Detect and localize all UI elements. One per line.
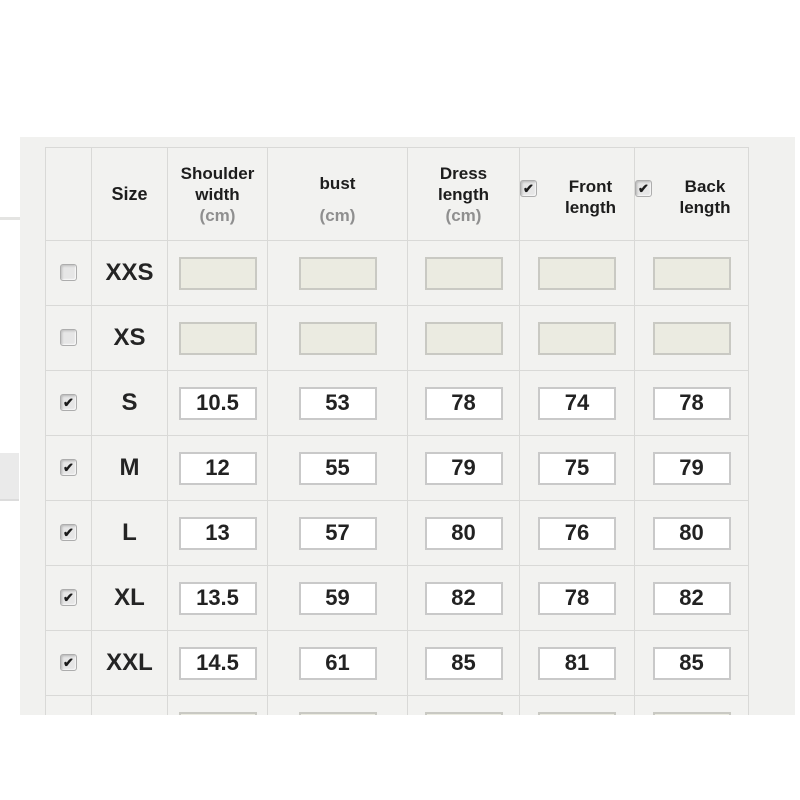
checkmark-icon: ✔ <box>63 654 74 670</box>
column-header-shoulder-width: Shoulder width (cm) <box>167 147 268 241</box>
shoulder-width-input[interactable] <box>178 581 257 615</box>
bust-input <box>298 256 377 290</box>
bust-input[interactable] <box>298 646 377 680</box>
checkmark-icon: ✔ <box>523 180 534 196</box>
shoulder-width-input <box>178 711 257 715</box>
table-row-m: ✔ M <box>45 435 749 501</box>
dress-length-input[interactable] <box>424 516 503 550</box>
back-length-input <box>652 711 731 715</box>
column-header-bust: bust (cm) <box>267 147 408 241</box>
column-header-front-length: ✔ Front length <box>519 147 635 241</box>
dress-length-input <box>424 321 503 355</box>
back-length-input <box>652 321 731 355</box>
back-length-input[interactable] <box>652 516 731 550</box>
dress-length-input <box>424 711 503 715</box>
front-length-input[interactable] <box>538 581 616 615</box>
bust-unit-label: (cm) <box>319 205 356 225</box>
header-row: Size Shoulder width (cm) bust (cm) Dress… <box>45 147 749 241</box>
size-label: L <box>122 519 137 546</box>
dress-length-input[interactable] <box>424 646 503 680</box>
table-row-cutoff <box>45 695 749 715</box>
dress-length-input[interactable] <box>424 451 503 485</box>
back-length-checkbox[interactable]: ✔ <box>635 180 652 197</box>
size-label: XS <box>113 324 146 351</box>
size-label: XL <box>114 584 145 611</box>
row-select-checkbox[interactable] <box>60 264 77 282</box>
shoulder-width-input <box>178 321 257 355</box>
table-row-xs: XS <box>45 305 749 371</box>
size-header-label: Size <box>111 183 148 204</box>
checkmark-icon: ✔ <box>63 589 74 605</box>
shoulder-width-input <box>178 256 257 290</box>
dress-length-input[interactable] <box>424 386 503 420</box>
bust-input[interactable] <box>298 386 377 420</box>
page-fragment-line <box>0 217 20 220</box>
front-length-input[interactable] <box>538 516 616 550</box>
dress-length-header-label: Dress length <box>438 163 489 204</box>
back-length-input[interactable] <box>652 581 731 615</box>
back-length-input[interactable] <box>652 386 731 420</box>
bust-header-label: bust <box>319 174 356 193</box>
row-select-checkbox[interactable]: ✔ <box>60 589 77 607</box>
checkmark-icon: ✔ <box>63 459 74 475</box>
front-length-input <box>538 256 616 290</box>
bust-input[interactable] <box>298 451 377 485</box>
row-select-checkbox[interactable] <box>60 329 77 347</box>
row-select-checkbox[interactable]: ✔ <box>60 654 77 672</box>
column-header-select <box>45 147 92 241</box>
back-length-header-label: Back length <box>679 177 731 217</box>
table-row-xxl: ✔ XXL <box>45 630 749 696</box>
bust-input <box>298 321 377 355</box>
row-select-checkbox[interactable]: ✔ <box>60 524 77 542</box>
front-length-header-label: Front length <box>565 177 616 217</box>
size-label: M <box>119 454 140 481</box>
front-length-input <box>538 711 616 715</box>
column-header-size: Size <box>91 147 168 241</box>
back-length-input[interactable] <box>652 646 731 680</box>
checkmark-icon: ✔ <box>63 394 74 410</box>
size-label: XXS <box>105 259 154 286</box>
back-length-input[interactable] <box>652 451 731 485</box>
row-select-checkbox[interactable]: ✔ <box>60 394 77 412</box>
checkmark-icon: ✔ <box>638 180 649 196</box>
dress-length-input[interactable] <box>424 581 503 615</box>
front-length-input[interactable] <box>538 451 616 485</box>
shoulder-width-header-label: Shoulder width <box>180 163 255 204</box>
bust-input <box>298 711 377 715</box>
shoulder-width-input[interactable] <box>178 386 257 420</box>
size-label: XXL <box>106 649 153 676</box>
dress-length-unit-label: (cm) <box>445 205 482 225</box>
front-length-input[interactable] <box>538 386 616 420</box>
shoulder-width-input[interactable] <box>178 516 257 550</box>
shoulder-width-unit-label: (cm) <box>199 205 236 225</box>
bust-input[interactable] <box>298 516 377 550</box>
page-fragment-block <box>0 453 19 501</box>
front-length-input <box>538 321 616 355</box>
column-header-dress-length: Dress length (cm) <box>407 147 520 241</box>
table-row-xl: ✔ XL <box>45 565 749 631</box>
size-chart-table: Size Shoulder width (cm) bust (cm) Dress… <box>45 147 749 715</box>
column-header-back-length: ✔ Back length <box>634 147 749 241</box>
shoulder-width-input[interactable] <box>178 646 257 680</box>
table-row-l: ✔ L <box>45 500 749 566</box>
shoulder-width-input[interactable] <box>178 451 257 485</box>
front-length-input[interactable] <box>538 646 616 680</box>
table-row-s: ✔ S <box>45 370 749 436</box>
row-select-checkbox[interactable]: ✔ <box>60 459 77 477</box>
size-chart-panel: Size Shoulder width (cm) bust (cm) Dress… <box>20 137 795 715</box>
checkmark-icon: ✔ <box>63 524 74 540</box>
dress-length-input <box>424 256 503 290</box>
table-row-xxs: XXS <box>45 240 749 306</box>
bust-input[interactable] <box>298 581 377 615</box>
back-length-input <box>652 256 731 290</box>
size-label: S <box>121 389 138 416</box>
front-length-checkbox[interactable]: ✔ <box>520 180 537 197</box>
